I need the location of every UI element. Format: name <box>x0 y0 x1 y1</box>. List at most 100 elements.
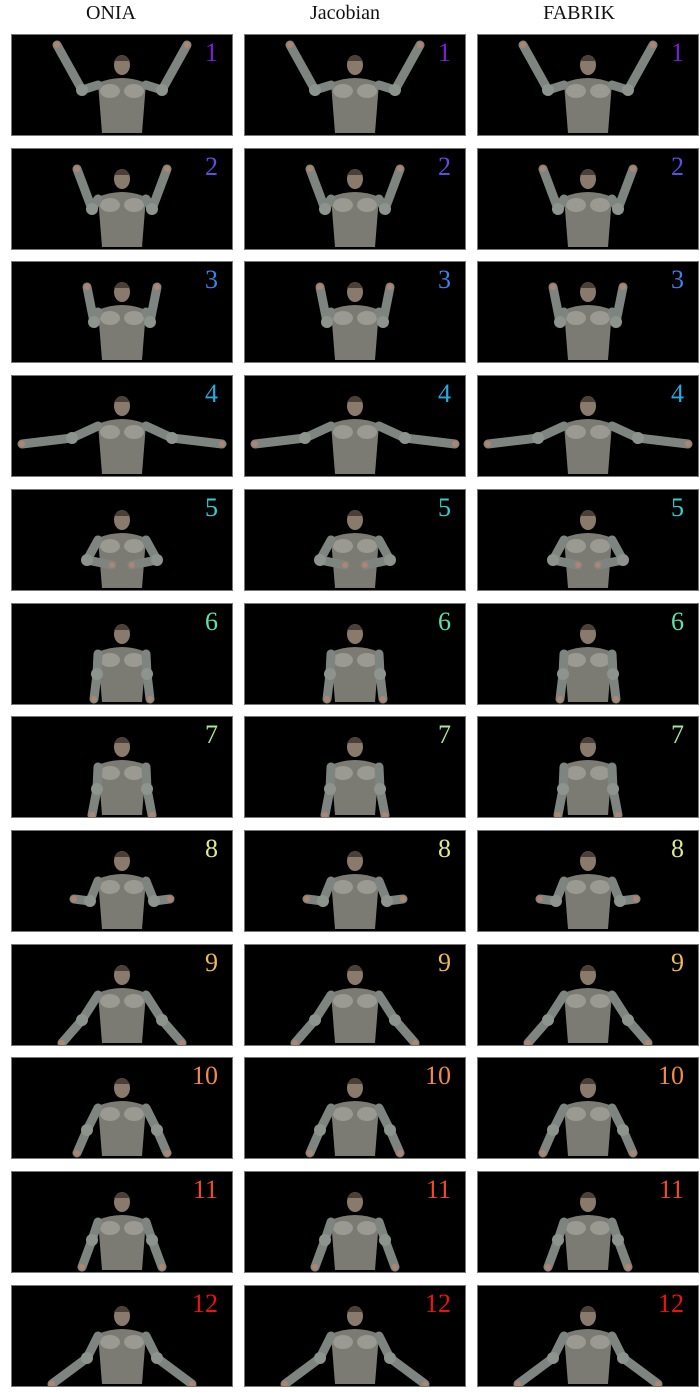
pose-number-label: 4 <box>438 379 451 408</box>
armored-figure-icon <box>538 1078 638 1158</box>
pose-frame-jacobian: 5 <box>244 489 466 591</box>
pose-number-label: 9 <box>438 948 451 977</box>
pose-frame-jacobian: 12 <box>244 1285 466 1387</box>
pose-frame-onia: 8 <box>11 830 233 932</box>
armored-figure-icon <box>314 510 396 588</box>
pose-frame-onia: 1 <box>11 34 233 136</box>
pose-number-label: 10 <box>658 1061 684 1090</box>
pose-row: 11 11 11 <box>0 1171 700 1275</box>
pose-number-label: 9 <box>205 948 218 977</box>
pose-number-label: 6 <box>671 607 684 636</box>
pose-number-label: 11 <box>192 1175 218 1204</box>
pose-frame-fabrik: 4 <box>477 375 699 477</box>
pose-row: 4 4 4 <box>0 375 700 479</box>
pose-number-label: 1 <box>205 38 218 67</box>
pose-number-label: 8 <box>671 834 684 863</box>
pose-number-label: 7 <box>205 720 218 749</box>
pose-frame-jacobian: 8 <box>244 830 466 932</box>
pose-frame-fabrik: 11 <box>477 1171 699 1273</box>
pose-frame-onia: 7 <box>11 716 233 818</box>
pose-row: 1 1 1 <box>0 34 700 138</box>
armored-figure-icon <box>250 396 460 474</box>
column-header-bar: ONIA Jacobian FABRIK <box>0 0 700 30</box>
armored-figure-icon <box>77 1192 167 1272</box>
pose-row: 2 2 2 <box>0 148 700 252</box>
pose-frame-onia: 2 <box>11 148 233 250</box>
pose-frame-fabrik: 1 <box>477 34 699 136</box>
pose-frame-onia: 9 <box>11 944 233 1046</box>
pose-number-label: 3 <box>438 265 451 294</box>
pose-frame-jacobian: 3 <box>244 261 466 363</box>
pose-row: 7 7 7 <box>0 716 700 820</box>
armored-figure-icon <box>89 624 155 704</box>
pose-frame-onia: 10 <box>11 1057 233 1159</box>
pose-frame-fabrik: 6 <box>477 603 699 705</box>
pose-number-label: 7 <box>438 720 451 749</box>
armored-figure-icon <box>315 282 395 360</box>
column-title-fabrik: FABRIK <box>543 2 615 24</box>
pose-frame-fabrik: 5 <box>477 489 699 591</box>
pose-frame-fabrik: 2 <box>477 148 699 250</box>
pose-row: 8 8 8 <box>0 830 700 934</box>
pose-number-label: 11 <box>425 1175 451 1204</box>
pose-number-label: 2 <box>438 152 451 181</box>
armored-figure-icon <box>305 1078 405 1158</box>
armored-figure-icon <box>547 510 629 588</box>
armored-figure-icon <box>518 40 658 133</box>
armored-figure-icon <box>69 851 175 929</box>
armored-figure-icon <box>302 851 408 929</box>
pose-frame-fabrik: 8 <box>477 830 699 932</box>
pose-number-label: 3 <box>205 265 218 294</box>
pose-frame-onia: 5 <box>11 489 233 591</box>
armored-figure-icon <box>285 40 425 133</box>
pose-frame-jacobian: 2 <box>244 148 466 250</box>
pose-number-label: 6 <box>205 607 218 636</box>
pose-frame-jacobian: 11 <box>244 1171 466 1273</box>
pose-number-label: 7 <box>671 720 684 749</box>
pose-number-label: 1 <box>438 38 451 67</box>
pose-number-label: 2 <box>205 152 218 181</box>
armored-figure-icon <box>57 965 187 1045</box>
column-title-jacobian: Jacobian <box>310 2 380 24</box>
pose-number-label: 11 <box>658 1175 684 1204</box>
pose-frame-onia: 6 <box>11 603 233 705</box>
pose-number-label: 3 <box>671 265 684 294</box>
pose-number-label: 12 <box>658 1289 684 1318</box>
pose-row: 12 12 12 <box>0 1285 700 1389</box>
column-title-onia: ONIA <box>86 2 136 24</box>
armored-figure-icon <box>310 1192 400 1272</box>
pose-number-label: 10 <box>425 1061 451 1090</box>
pose-frame-jacobian: 1 <box>244 34 466 136</box>
armored-figure-icon <box>280 1306 430 1386</box>
pose-number-label: 5 <box>671 493 684 522</box>
pose-row: 6 6 6 <box>0 603 700 707</box>
pose-row: 9 9 9 <box>0 944 700 1048</box>
pose-number-label: 12 <box>425 1289 451 1318</box>
armored-figure-icon <box>535 851 641 929</box>
armored-figure-icon <box>87 737 157 817</box>
pose-frame-onia: 12 <box>11 1285 233 1387</box>
pose-row: 10 10 10 <box>0 1057 700 1161</box>
armored-figure-icon <box>305 164 405 247</box>
pose-number-label: 5 <box>438 493 451 522</box>
pose-frame-fabrik: 10 <box>477 1057 699 1159</box>
armored-figure-icon <box>513 1306 663 1386</box>
armored-figure-icon <box>81 510 163 588</box>
pose-frame-onia: 3 <box>11 261 233 363</box>
pose-frame-fabrik: 7 <box>477 716 699 818</box>
armored-figure-icon <box>82 282 162 360</box>
armored-figure-icon <box>543 1192 633 1272</box>
pose-frame-jacobian: 6 <box>244 603 466 705</box>
armored-figure-icon <box>523 965 653 1045</box>
pose-frame-jacobian: 10 <box>244 1057 466 1159</box>
armored-figure-icon <box>17 396 227 474</box>
pose-number-label: 2 <box>671 152 684 181</box>
armored-figure-icon <box>72 1078 172 1158</box>
pose-frame-onia: 11 <box>11 1171 233 1273</box>
armored-figure-icon <box>72 164 172 247</box>
pose-number-label: 5 <box>205 493 218 522</box>
armored-figure-icon <box>548 282 628 360</box>
armored-figure-icon <box>538 164 638 247</box>
pose-row: 3 3 3 <box>0 261 700 365</box>
pose-number-label: 10 <box>192 1061 218 1090</box>
